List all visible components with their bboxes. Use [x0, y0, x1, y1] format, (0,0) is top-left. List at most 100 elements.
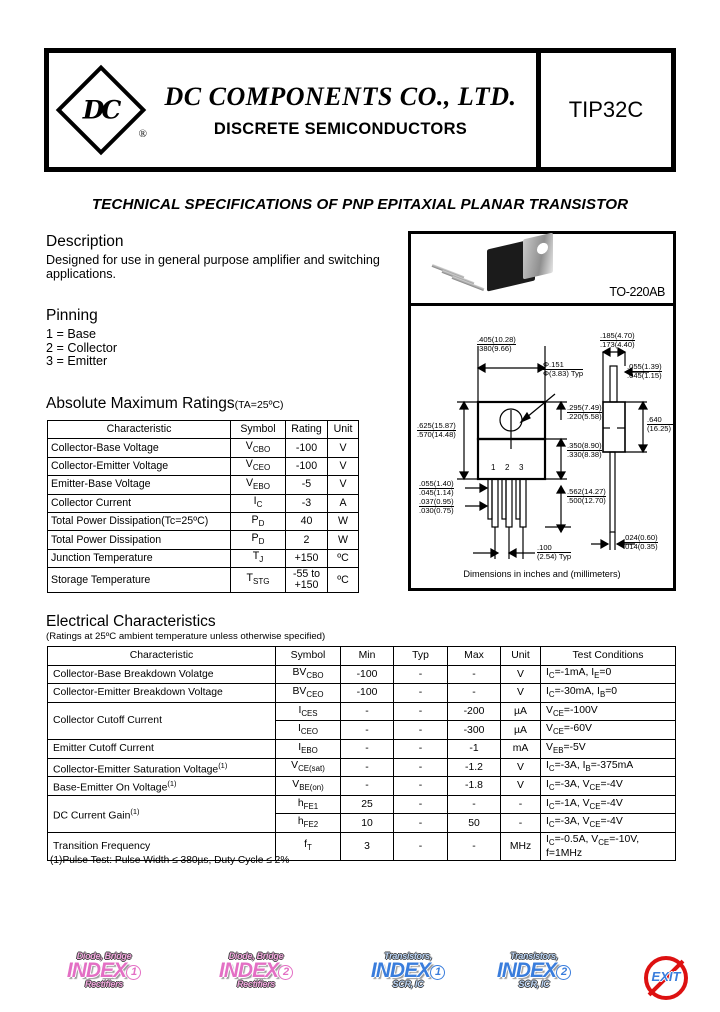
amr-symbol: IC: [230, 493, 286, 513]
package-outline-svg: 1 2 3: [457, 346, 649, 559]
symbol-subscript: D: [258, 518, 265, 528]
dim-thickness: .185(4.70) .173(4.40): [600, 331, 635, 350]
amr-characteristic: Storage Temperature: [47, 567, 231, 594]
footer-button-mid-label: INDEX 1: [48, 960, 160, 981]
test-condition-subscript: C: [548, 782, 555, 792]
ec-unit: -: [500, 813, 541, 833]
footer-button-number: 1: [430, 965, 446, 980]
amr-table-row: Total Power Dissipation PD 2 W: [47, 530, 359, 550]
dim-width-top: .405(10.28) .380(9.66): [477, 335, 516, 354]
amr-table-row: Collector-Base Voltage VCBO -100 V: [47, 438, 359, 458]
amr-rating: -3: [285, 493, 328, 513]
amr-unit: V: [327, 456, 359, 477]
ec-unit: V: [500, 664, 541, 685]
ec-test-conditions: IC=-3A, VCE=-4V: [540, 776, 676, 796]
ec-max: 50: [447, 813, 501, 833]
ec-characteristic: Base-Emitter On Voltage(1): [47, 776, 276, 796]
symbol-subscript: D: [258, 537, 265, 547]
symbol-subscript: EBO: [301, 745, 318, 755]
ec-table-row: Transition Frequency fT 3- - MHz IC=-0.5A, VC…: [47, 831, 676, 862]
symbol-subscript: STG: [252, 577, 270, 587]
ec-typ: -: [393, 757, 448, 778]
ec-test-conditions: VCE=-60V: [540, 720, 676, 740]
pin-number-3: 3: [519, 463, 524, 472]
ec-test-conditions: IC=-3A, IB=-375mA: [540, 757, 676, 778]
amr-unit: V: [327, 438, 359, 458]
ec-characteristic: Emitter Cutoff Current: [47, 738, 276, 759]
ec-typ: -: [393, 794, 448, 815]
amr-rating: 2: [285, 530, 328, 550]
ec-table-row: Emitter Cutoff Current IEBO - - -1 mA VEB=-5V: [47, 738, 676, 759]
ec-unit: V: [500, 757, 541, 778]
company-name: DC COMPONENTS CO., LTD.: [164, 81, 517, 111]
test-condition-subscript: EB: [552, 745, 564, 755]
ec-max: -1: [447, 738, 501, 759]
amr-characteristic: Collector-Emitter Voltage: [47, 456, 231, 477]
diamond-logo-icon: DC: [55, 64, 147, 156]
test-condition-subscript: C: [548, 671, 555, 681]
footer-button-mid-label: INDEX 2: [200, 960, 312, 981]
ec-typ: -: [393, 831, 448, 862]
pinning-item: 1 = Base: [46, 327, 97, 341]
ec-unit: -: [500, 794, 541, 815]
test-condition-subscript: B: [585, 764, 591, 774]
ec-typ: -: [393, 683, 448, 703]
amr-rating: 40: [285, 511, 328, 532]
footer-button-transistors-index-1[interactable]: Transistors, INDEX 1 SCR, IC: [352, 952, 464, 989]
dim-hole-dia: Φ.151 Φ(3.83) Typ: [543, 360, 584, 379]
registered-trademark-icon: ®: [138, 128, 147, 140]
ec-symbol: ICES: [275, 701, 341, 722]
ec-max: -: [447, 831, 501, 862]
ec-subtitle: (Ratings at 25ºC ambient temperature unl…: [46, 631, 326, 642]
ec-footnote: (1)Pulse Test: Pulse Width ≤ 380µs, Duty…: [50, 855, 290, 866]
footer-button-diode-bridge-index-2[interactable]: Diode, Bridge INDEX 2 Rectifiers: [200, 952, 312, 989]
symbol-subscript: CEO: [252, 463, 271, 473]
amr-unit: W: [327, 530, 359, 550]
symbol-subscript: CEO: [306, 690, 324, 700]
pinning-heading: Pinning: [46, 307, 98, 324]
ec-min: -100: [340, 664, 394, 685]
footer-button-top-label: Diode, Bridge: [228, 951, 284, 961]
ec-test-conditions: IC=-3A, VCE=-4V: [540, 813, 676, 833]
test-condition-subscript: CE: [589, 801, 601, 811]
amr-characteristic: Collector Current: [47, 493, 231, 513]
footer-button-transistors-index-2[interactable]: Transistors, INDEX 2 SCR, IC: [478, 952, 590, 989]
pinning-list: 1 = Base 2 = Collector 3 = Emitter: [46, 327, 118, 369]
ec-max: -: [447, 664, 501, 685]
test-condition-subscript: CE: [589, 820, 601, 830]
dim-body-height: .625(15.87) .570(14.48): [417, 421, 456, 440]
ec-min: -: [340, 720, 394, 740]
ec-unit: V: [500, 683, 541, 703]
footer-button-diode-bridge-index-1[interactable]: Diode, Bridge INDEX 1 Rectifiers: [48, 952, 160, 989]
footer-button-mid-label: INDEX 2: [478, 960, 590, 981]
ec-typ: -: [393, 664, 448, 685]
ec-unit: V: [500, 776, 541, 796]
pinning-item: 3 = Emitter: [46, 354, 108, 369]
pinning-item: 2 = Collector: [46, 340, 118, 355]
amr-table-row: Storage Temperature TSTG -55 to +150 ºC: [47, 567, 359, 594]
symbol-subscript: CBO: [252, 445, 271, 455]
symbol-subscript: FE1: [303, 801, 319, 811]
ec-column-header: Unit: [500, 646, 541, 666]
electrical-characteristics-table: Characteristic Symbol Min Typ Max Unit Test Co…: [47, 646, 676, 862]
dim-lead-length: .562(14.27) .500(12.70): [567, 487, 606, 506]
ec-table-row: Base-Emitter On Voltage(1) VBE(on) - - -1.8 V…: [47, 776, 676, 796]
symbol-subscript: CE(sat): [298, 764, 325, 774]
amr-table-row: Collector Current IC -3 A: [47, 493, 359, 513]
amr-symbol: VEBO: [230, 475, 286, 495]
amr-table-row: Collector-Emitter Voltage VCEO -100 V: [47, 456, 359, 477]
dim-lead-width: .055(1.40) .045(1.14): [419, 479, 454, 498]
test-condition-subscript: C: [548, 764, 555, 774]
symbol-subscript: CEO: [300, 727, 318, 737]
exit-label: EXIT: [651, 969, 681, 984]
amr-table-row: Emitter-Base Voltage VEBO -5 V: [47, 475, 359, 495]
exit-button[interactable]: EXIT: [644, 956, 688, 1000]
test-condition-subscript: C: [548, 690, 555, 700]
exit-ring-icon: [644, 956, 688, 1000]
ec-table-row: Collector Cutoff Current ICES - - -200 µA VCE=…: [47, 701, 676, 740]
ec-max: -300: [447, 720, 501, 740]
symbol-subscript: FE2: [303, 820, 319, 830]
amr-rating: -5: [285, 475, 328, 495]
ec-symbol: IEBO: [275, 738, 341, 759]
ec-symbol: hFE1: [275, 794, 341, 815]
